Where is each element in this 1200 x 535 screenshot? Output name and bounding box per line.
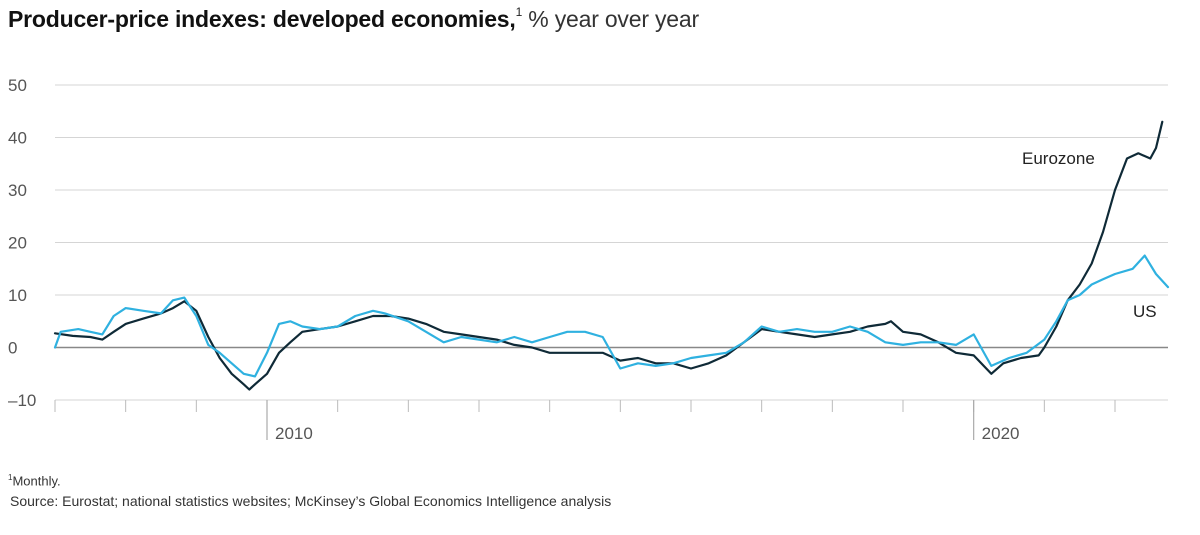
series-label-eurozone: Eurozone	[1022, 149, 1095, 168]
x-axis	[54, 400, 1116, 440]
y-tick-label-1: 40	[8, 129, 27, 148]
chart-title: Producer-price indexes: developed econom…	[8, 5, 699, 33]
title-footnote-marker: 1	[515, 5, 523, 20]
grid-lines	[55, 84, 1168, 401]
y-tick-label-6: –10	[8, 391, 36, 410]
y-tick-label-5: 0	[8, 339, 17, 358]
series-label-us: US	[1133, 302, 1157, 321]
footnote-marker: 1	[8, 473, 13, 482]
x-tick-label-2010: 2010	[275, 424, 313, 443]
footnote: 1Monthly.	[8, 473, 61, 488]
y-tick-label-4: 10	[8, 286, 27, 305]
x-axis-labels: 2010 2020	[275, 424, 1019, 443]
y-tick-label-0: 50	[8, 76, 27, 95]
y-tick-label-2: 30	[8, 181, 27, 200]
x-tick-label-2020: 2020	[982, 424, 1020, 443]
series-labels: Eurozone US	[1022, 149, 1157, 321]
y-axis-labels: 50 40 30 20 10 0 –10	[8, 76, 36, 410]
y-tick-label-3: 20	[8, 234, 27, 253]
chart-title-main: Producer-price indexes: developed econom…	[8, 6, 516, 32]
footnote-text: Monthly.	[12, 473, 61, 489]
chart-title-unit: % year over year	[522, 6, 699, 32]
series-lines	[53, 120, 1170, 391]
source-note: Source: Eurostat; national statistics we…	[10, 493, 612, 509]
series-line-us	[53, 254, 1170, 378]
series-line-eurozone	[53, 120, 1164, 391]
